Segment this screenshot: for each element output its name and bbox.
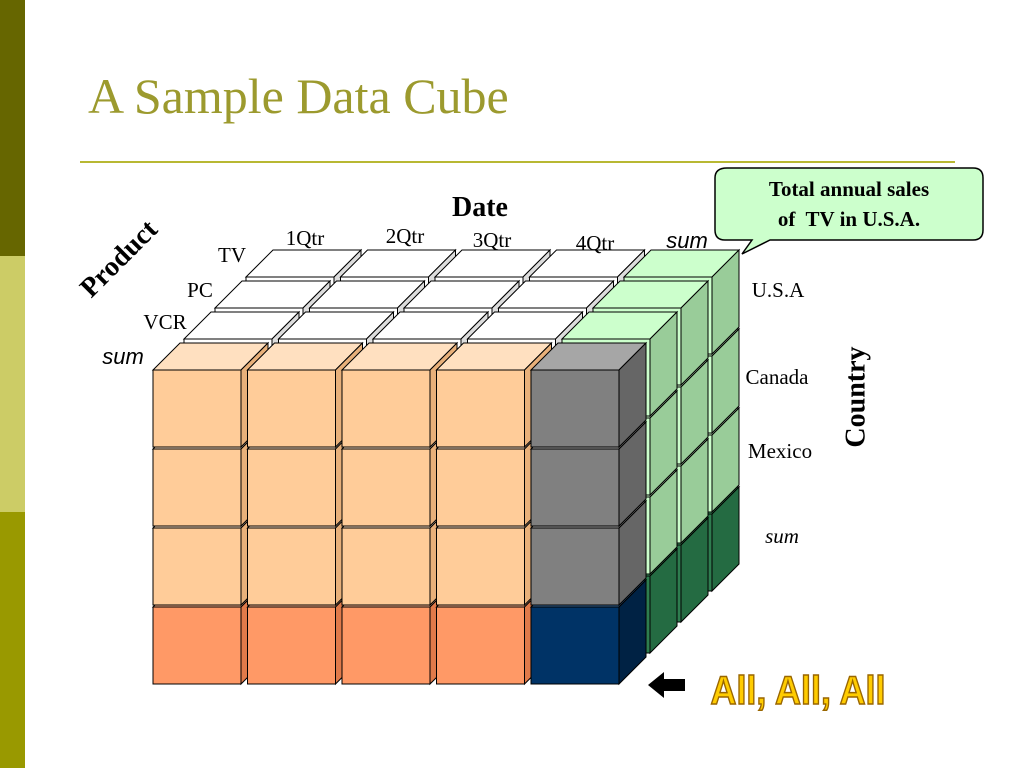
- all-label: All, All, All: [711, 669, 886, 713]
- product-label: sum: [102, 344, 144, 369]
- cube-front: [341, 527, 431, 606]
- sidebar-stripe: [0, 256, 25, 512]
- cube-front: [530, 448, 620, 527]
- product-label: TV: [218, 243, 246, 267]
- slide-title: A Sample Data Cube: [88, 68, 509, 124]
- date-label: 2Qtr: [386, 224, 425, 248]
- country-label: sum: [765, 524, 799, 548]
- cube-front: [341, 369, 431, 448]
- country-label: Mexico: [748, 439, 812, 463]
- cube-front: [247, 606, 336, 685]
- product-label: VCR: [143, 310, 186, 334]
- date-axis-label: Date: [452, 192, 508, 223]
- cube-front: [341, 606, 431, 685]
- country-axis-label: Country: [840, 346, 871, 447]
- product-label: PC: [187, 278, 213, 302]
- sidebar-stripe: [0, 512, 25, 768]
- cube-front: [247, 527, 336, 606]
- cube-front: [247, 369, 336, 448]
- callout-text: Total annual sales: [769, 177, 929, 201]
- date-label: 1Qtr: [286, 226, 325, 250]
- date-label: sum: [666, 228, 708, 253]
- country-label: U.S.A: [752, 278, 805, 302]
- cube-front: [436, 527, 525, 606]
- cube-front: [530, 606, 620, 685]
- cube-front: [436, 606, 525, 685]
- sidebar-stripe: [0, 0, 25, 256]
- date-label: 3Qtr: [473, 228, 512, 252]
- cube-front: [152, 369, 242, 448]
- date-label: 4Qtr: [576, 231, 615, 255]
- country-label: Canada: [746, 365, 810, 389]
- cube-front: [436, 369, 525, 448]
- cube-front: [530, 369, 620, 448]
- cube-front: [152, 606, 242, 685]
- callout-text: of TV in U.S.A.: [778, 207, 920, 231]
- cube-front: [530, 527, 620, 606]
- cube-front: [152, 448, 242, 527]
- cube-front: [247, 448, 336, 527]
- callout-box: [714, 167, 984, 255]
- cube-front: [436, 448, 525, 527]
- data-cube: [151, 248, 741, 686]
- cube-front: [341, 448, 431, 527]
- cube-front: [152, 527, 242, 606]
- arrow: [648, 672, 685, 698]
